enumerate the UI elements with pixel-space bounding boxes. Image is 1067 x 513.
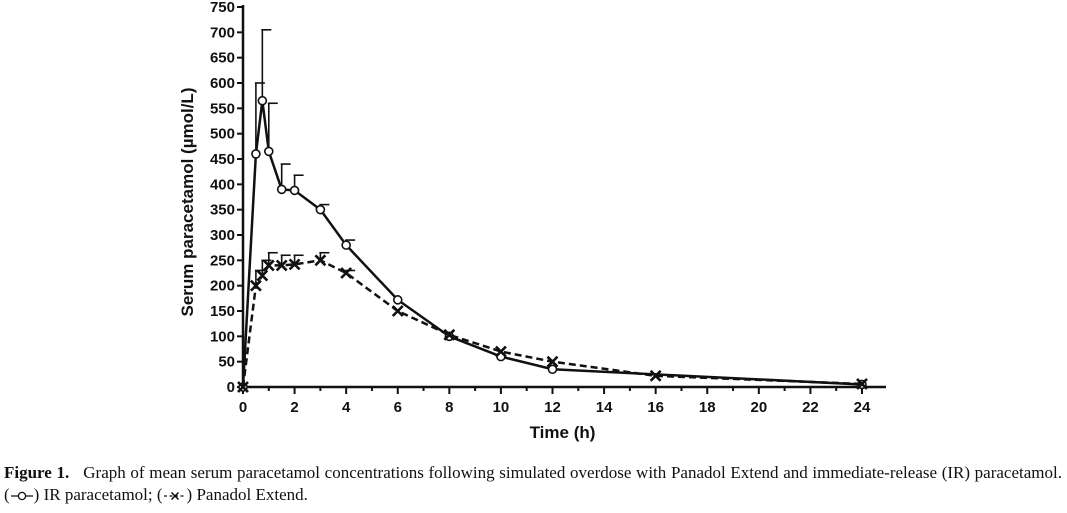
y-tick-label: 450 — [210, 151, 235, 168]
x-tick-label: 6 — [394, 399, 402, 416]
y-tick-label: 400 — [210, 176, 235, 193]
data-point — [249, 279, 262, 292]
x-tick-label: 0 — [239, 399, 247, 416]
data-point — [546, 355, 559, 368]
x-tick-label: 12 — [544, 399, 561, 416]
y-tick-label: 350 — [210, 202, 235, 219]
plot-area — [237, 28, 868, 393]
y-tick-label: 600 — [210, 75, 235, 92]
y-tick-label: 250 — [210, 252, 235, 269]
x-tick-label: 4 — [342, 399, 351, 416]
x-axis-title: Time (h) — [530, 423, 596, 442]
legend-ir-glyph — [10, 491, 33, 501]
data-point — [494, 345, 507, 358]
y-axis-ticks: 0 50 100 150 200 250 300 350 400 450 500 550 600 650 7… — [210, 0, 243, 396]
data-point — [288, 258, 301, 271]
y-tick-label: 550 — [210, 100, 235, 117]
y-tick-label: 0 — [227, 379, 235, 396]
data-point — [315, 204, 326, 215]
caption-label: Figure 1. — [4, 463, 70, 482]
y-tick-label: 650 — [210, 50, 235, 67]
x-tick-label: 2 — [290, 399, 298, 416]
data-point — [237, 381, 249, 393]
data-point — [275, 259, 288, 272]
y-tick-label: 700 — [210, 24, 235, 41]
data-point — [251, 149, 261, 159]
data-point — [391, 305, 404, 317]
y-tick-label: 300 — [210, 227, 235, 244]
data-point — [262, 259, 275, 272]
data-point — [340, 267, 353, 279]
legend-extend-glyph — [163, 492, 186, 501]
y-tick-label: 100 — [210, 328, 235, 345]
data-point — [257, 95, 268, 106]
x-tick-label: 18 — [699, 399, 716, 416]
chart: 0501001502002503003504004505005506006507… — [178, 0, 886, 442]
data-point — [256, 269, 269, 282]
data-point — [276, 184, 287, 195]
data-point — [392, 295, 403, 305]
figure-caption: Figure 1. Graph of mean serum paracetamo… — [4, 462, 1062, 506]
x-tick-label: 24 — [854, 399, 871, 416]
y-tick-label: 50 — [218, 354, 235, 371]
y-axis-title: Serum paracetamol (µmol/L) — [178, 88, 197, 317]
data-point — [443, 328, 456, 341]
series-line — [241, 100, 863, 388]
data-point — [341, 240, 351, 250]
y-tick-label: 200 — [210, 278, 235, 295]
x-tick-label: 22 — [802, 399, 819, 416]
data-point — [289, 185, 300, 196]
caption-text: Graph of mean serum paracetamol concentr… — [4, 463, 1062, 504]
x-axis-ticks: 0 2 4 6 8 10 12 14 16 18 20 22 24 — [239, 387, 871, 416]
x-tick-label: 14 — [596, 399, 613, 416]
legend-ir-label: ) IR paracetamol; ( — [33, 485, 163, 504]
data-point — [856, 378, 868, 390]
y-tick-label: 750 — [210, 0, 235, 16]
legend-extend-label: ) Panadol Extend. — [186, 485, 308, 504]
data-point — [314, 254, 327, 267]
data-point — [649, 369, 662, 382]
x-tick-label: 8 — [445, 399, 453, 416]
x-tick-label: 16 — [647, 399, 664, 416]
series-2 — [237, 251, 868, 393]
y-tick-label: 150 — [210, 303, 235, 320]
x-tick-label: 20 — [750, 399, 767, 416]
x-tick-label: 10 — [493, 399, 510, 416]
data-point — [547, 364, 558, 375]
series-1 — [238, 28, 867, 392]
y-tick-label: 500 — [210, 126, 235, 143]
data-point — [263, 146, 274, 157]
